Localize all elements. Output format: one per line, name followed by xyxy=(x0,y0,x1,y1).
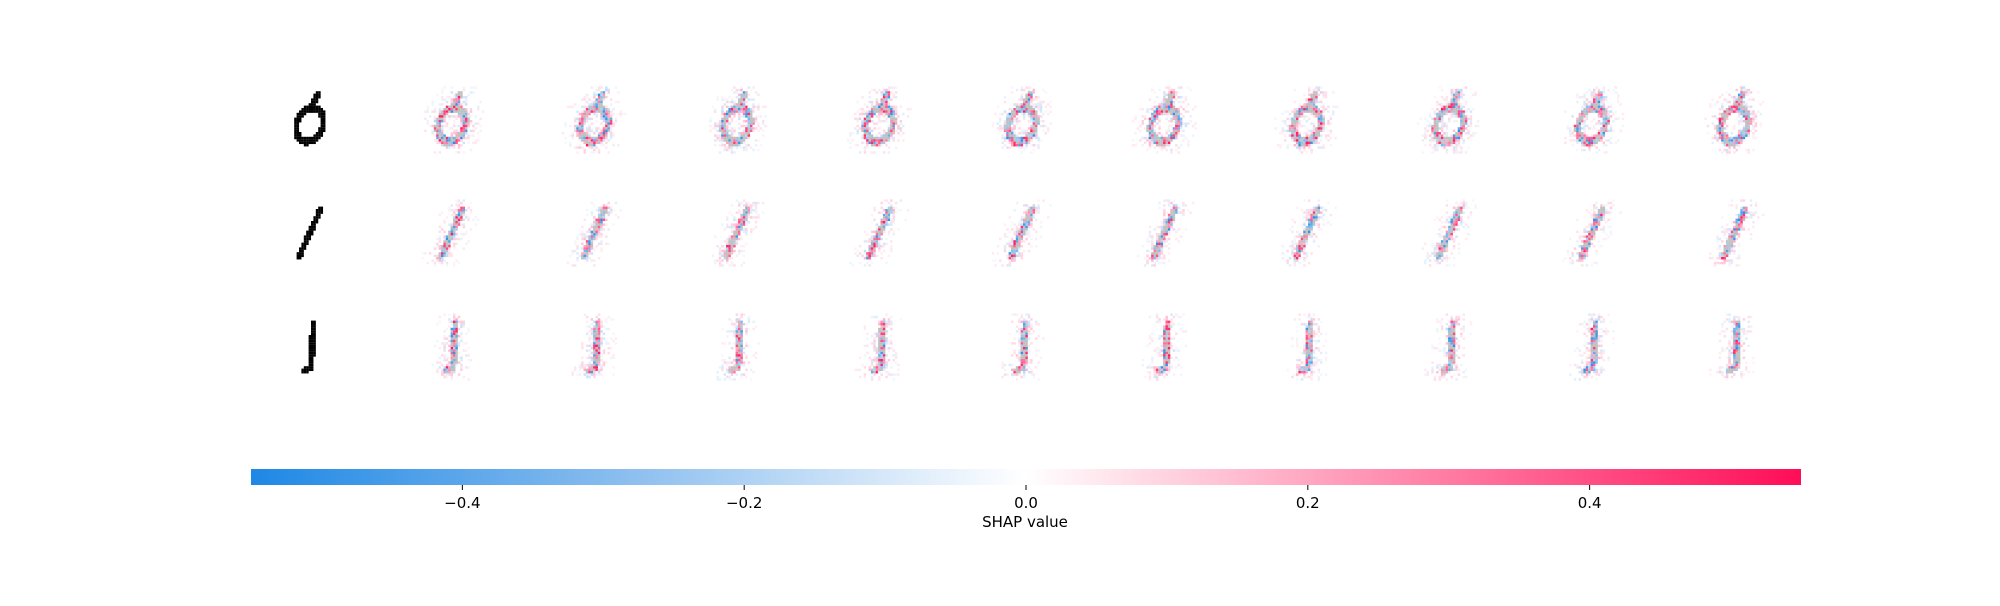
shap-explanation-image xyxy=(1136,199,1195,267)
shap-explanation-image xyxy=(421,199,480,267)
shap-explanation-image xyxy=(431,313,473,381)
input-digit-image xyxy=(294,91,326,147)
shap-explanation-image xyxy=(1709,199,1765,267)
shap-explanation-image xyxy=(1274,86,1340,154)
shap-explanation-image xyxy=(566,201,622,267)
colorbar-tick-label: −0.4 xyxy=(444,494,480,512)
shap-explanation-image xyxy=(1709,313,1755,381)
colorbar-tick-label: −0.2 xyxy=(726,494,762,512)
input-digit-image xyxy=(301,320,316,374)
image-grid xyxy=(294,86,1765,381)
shap-explanation-image xyxy=(1704,86,1765,154)
colorbar-gradient xyxy=(251,469,1801,485)
shap-explanation-image xyxy=(1001,313,1045,381)
image-row xyxy=(301,313,1755,381)
shap-explanation-image xyxy=(561,86,627,154)
shap-explanation-image xyxy=(854,313,903,381)
shap-explanation-image xyxy=(571,313,618,379)
shap-explanation-image xyxy=(709,86,767,154)
shap-explanation-image xyxy=(1281,199,1337,267)
colorbar-axis-label: SHAP value xyxy=(982,513,1068,531)
shap-explanation-image xyxy=(1424,313,1473,381)
shap-explanation-image xyxy=(991,199,1052,267)
shap-explanation-image xyxy=(1416,86,1480,154)
shap-explanation-image xyxy=(1564,86,1625,154)
colorbar: −0.4 −0.2 0.0 0.2 0.4 SHAP value xyxy=(251,469,1801,531)
colorbar-tick-label: 0.2 xyxy=(1296,494,1320,512)
shap-explanation-image xyxy=(991,86,1052,154)
shap-explanation-image xyxy=(711,199,765,267)
image-row xyxy=(296,199,1765,267)
shap-explanation-image xyxy=(424,86,485,154)
input-digit-image xyxy=(296,206,324,260)
shap-explanation-image xyxy=(716,313,760,381)
shap-explanation-image xyxy=(1131,86,1197,154)
shap-explanation-image xyxy=(849,199,910,267)
image-row xyxy=(294,86,1765,154)
shap-explanation-image xyxy=(1141,313,1188,381)
shap-explanation-image xyxy=(1421,199,1477,267)
colorbar-tick-label: 0.0 xyxy=(1014,494,1038,512)
shap-explanation-image xyxy=(1569,313,1615,381)
shap-explanation-image xyxy=(846,86,912,154)
shap-explanation-image xyxy=(1286,313,1328,381)
colorbar-tick-label: 0.4 xyxy=(1578,494,1602,512)
colorbar-ticks: −0.4 −0.2 0.0 0.2 0.4 xyxy=(444,485,1602,512)
shap-explanation-image xyxy=(1561,199,1622,267)
